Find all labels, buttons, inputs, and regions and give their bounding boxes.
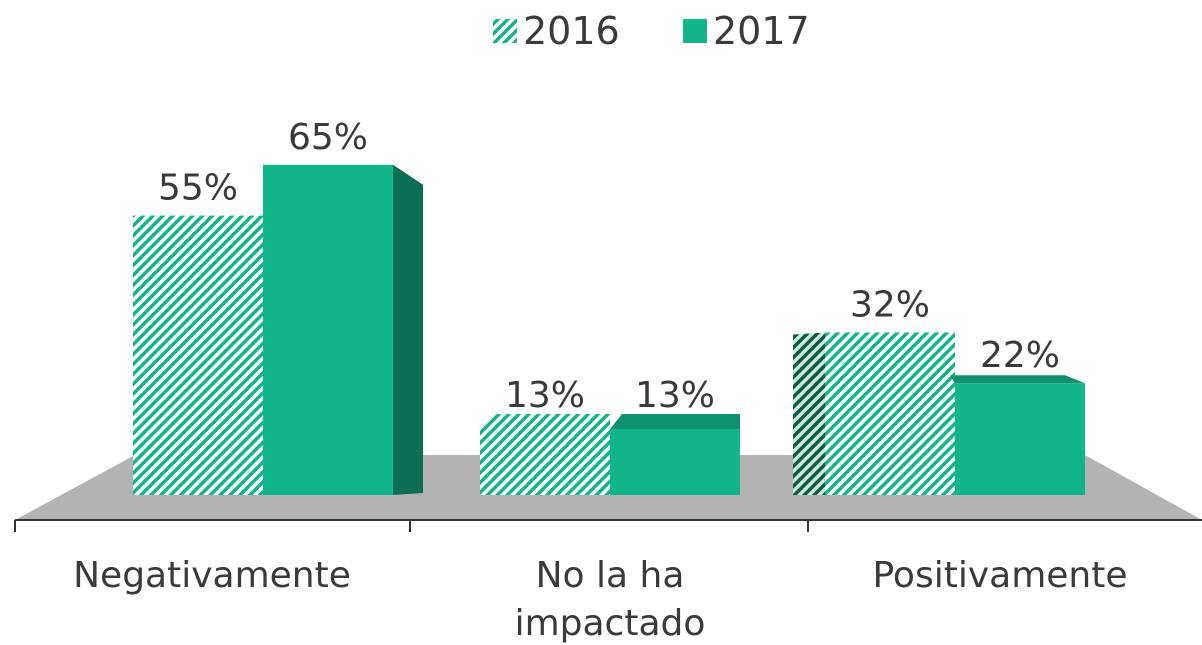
bar <box>950 375 1085 495</box>
x-tick-label: Positivamente <box>872 555 1128 596</box>
bar-front <box>825 332 955 495</box>
value-label: 13% <box>635 375 715 416</box>
bar <box>610 413 740 495</box>
bar-front <box>955 383 1085 495</box>
bar-top <box>950 375 1085 384</box>
bar-side <box>393 164 423 496</box>
bar-front <box>480 428 610 495</box>
value-label: 22% <box>980 335 1060 376</box>
bar <box>480 413 610 495</box>
bar <box>793 332 955 495</box>
bar-top <box>610 413 740 429</box>
bar-top <box>480 413 610 429</box>
value-label: 32% <box>850 284 930 325</box>
bar-front <box>263 164 393 496</box>
bar-side <box>793 332 825 495</box>
bar-front <box>133 215 263 495</box>
value-label: 13% <box>505 375 585 416</box>
bar <box>263 164 423 496</box>
x-tick-label: Negativamente <box>73 555 351 596</box>
bar-front <box>610 428 740 495</box>
x-tick-label: No la ha impactado <box>514 555 706 644</box>
legend-label: 2016 <box>523 9 620 53</box>
value-label: 65% <box>288 117 368 158</box>
legend-swatch <box>683 19 707 43</box>
value-label: 55% <box>158 168 238 209</box>
legend-label: 2017 <box>713 9 810 53</box>
bar <box>133 215 263 495</box>
legend-swatch <box>493 19 517 43</box>
